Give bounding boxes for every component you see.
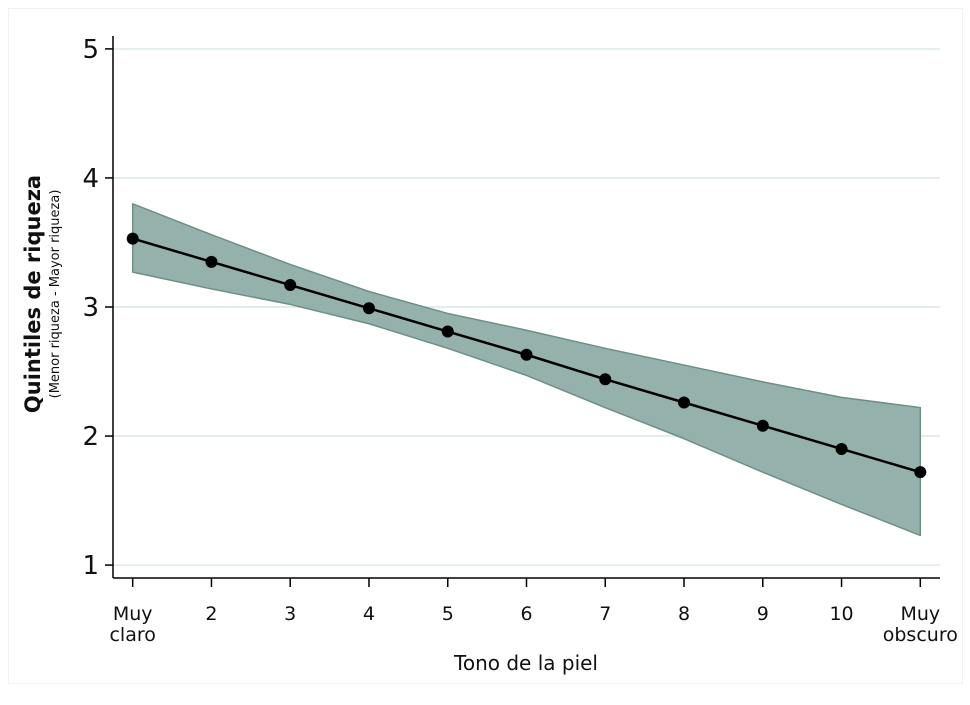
data-point	[126, 232, 139, 245]
y-axis-title-group: Quintiles de riqueza (Menor riqueza - Ma…	[21, 175, 63, 413]
data-point	[520, 348, 533, 361]
marker-layer	[126, 232, 927, 479]
y-axis-subtitle: (Menor riqueza - Mayor riqueza)	[48, 190, 63, 399]
x-tick-label: claro	[109, 624, 155, 646]
data-point	[205, 255, 218, 268]
x-tick-label: Muy	[113, 603, 153, 625]
data-point	[756, 419, 769, 432]
x-tick-label: 4	[363, 603, 375, 625]
x-axis-title: Tono de la piel	[453, 651, 598, 675]
x-tick-label: 9	[757, 603, 769, 625]
x-tick-label: 6	[520, 603, 532, 625]
label-layer: Tono de la piel Quintiles de riqueza (Me…	[21, 175, 598, 675]
data-point	[441, 325, 454, 338]
y-tick-label: 2	[82, 422, 99, 452]
x-tick-label: 2	[205, 603, 217, 625]
data-point	[835, 442, 848, 455]
x-tick-label: 10	[829, 603, 853, 625]
confidence-band	[131, 203, 922, 537]
y-tick-label: 1	[82, 551, 99, 581]
x-tick-label: 7	[599, 603, 611, 625]
y-tick-label: 5	[82, 35, 99, 65]
data-point	[599, 373, 612, 386]
confidence-band-layer	[131, 203, 922, 537]
x-tick-label: obscuro	[883, 624, 958, 646]
data-point	[914, 466, 927, 479]
y-axis-title: Quintiles de riqueza	[21, 175, 45, 413]
data-point	[678, 396, 691, 409]
data-point	[362, 302, 375, 315]
x-tick-label: 8	[678, 603, 690, 625]
x-tick-label: Muy	[900, 603, 940, 625]
y-tick-label: 4	[82, 164, 99, 194]
y-tick-label: 3	[82, 293, 99, 323]
x-tick-label: 5	[442, 603, 454, 625]
data-point	[284, 279, 297, 292]
x-tick-label: 3	[284, 603, 296, 625]
